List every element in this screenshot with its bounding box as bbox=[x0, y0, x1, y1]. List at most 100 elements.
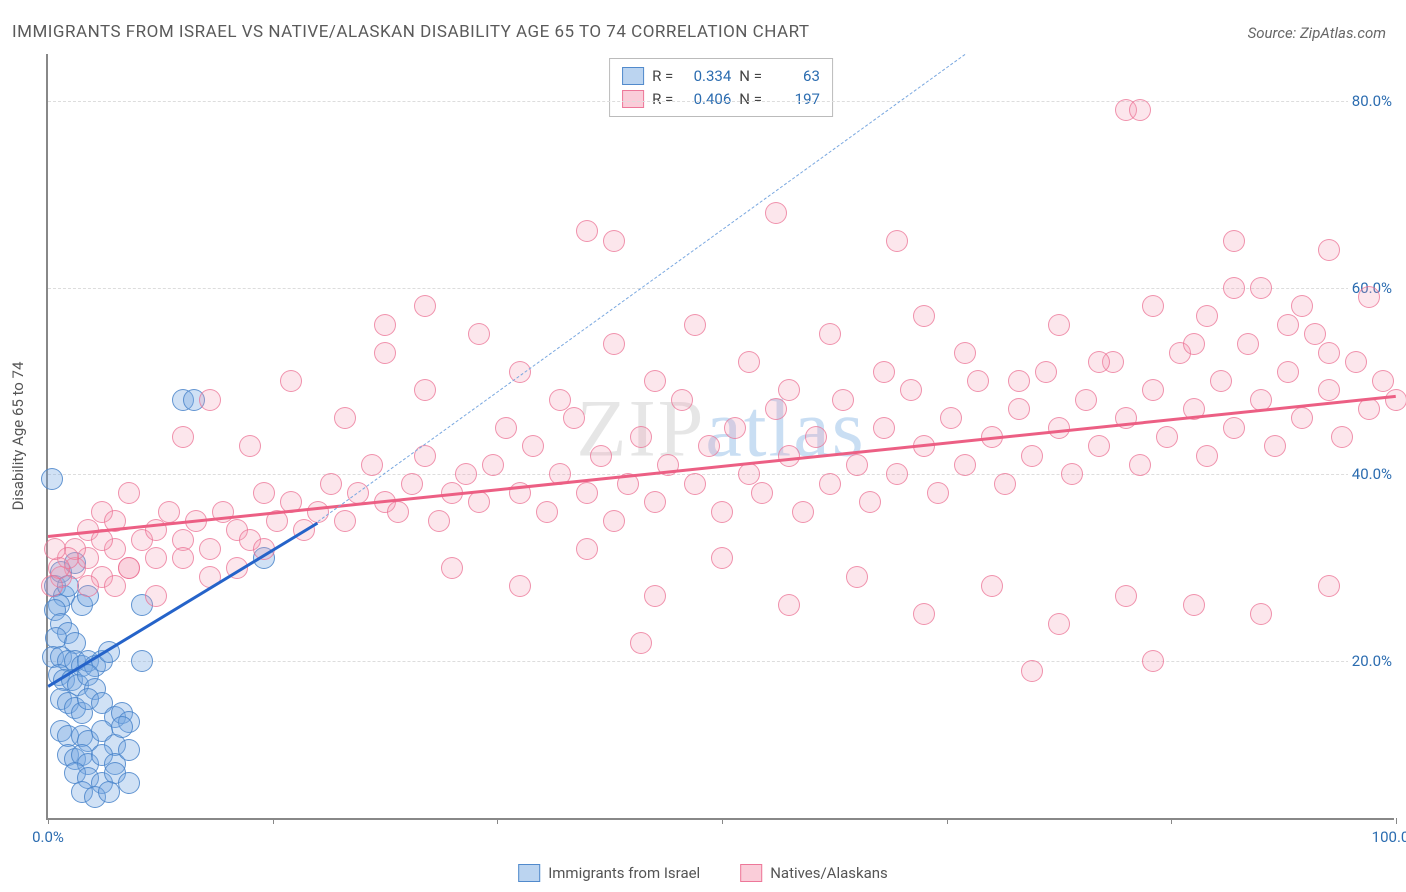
data-point bbox=[77, 575, 99, 597]
data-point bbox=[765, 202, 787, 224]
data-point bbox=[1264, 435, 1286, 457]
data-point bbox=[374, 342, 396, 364]
data-point bbox=[111, 716, 133, 738]
data-point bbox=[1291, 407, 1313, 429]
x-tick-mark bbox=[722, 818, 723, 824]
data-point bbox=[765, 398, 787, 420]
data-point bbox=[846, 454, 868, 476]
data-point bbox=[1129, 99, 1151, 121]
data-point bbox=[832, 389, 854, 411]
legend-item-2: Natives/Alaskans bbox=[740, 864, 888, 882]
data-point bbox=[145, 585, 167, 607]
data-point bbox=[859, 491, 881, 513]
data-point bbox=[1304, 323, 1326, 345]
data-point bbox=[1129, 454, 1151, 476]
data-point bbox=[1115, 585, 1137, 607]
r-value-2: 0.406 bbox=[681, 88, 731, 111]
data-point bbox=[1142, 295, 1164, 317]
data-point bbox=[886, 230, 908, 252]
data-point bbox=[468, 323, 490, 345]
source-name: ZipAtlas.com bbox=[1300, 24, 1386, 42]
data-point bbox=[361, 454, 383, 476]
data-point bbox=[1331, 426, 1353, 448]
data-point bbox=[630, 632, 652, 654]
data-point bbox=[1318, 239, 1340, 261]
y-tick-label: 40.0% bbox=[1348, 465, 1396, 483]
data-point bbox=[1318, 379, 1340, 401]
data-point bbox=[1075, 389, 1097, 411]
r-label: R = bbox=[652, 65, 673, 88]
data-point bbox=[603, 510, 625, 532]
data-point bbox=[1196, 445, 1218, 467]
r-value-1: 0.334 bbox=[681, 65, 731, 88]
data-point bbox=[576, 220, 598, 242]
data-point bbox=[940, 407, 962, 429]
n-value-1: 63 bbox=[770, 65, 820, 88]
data-point bbox=[414, 379, 436, 401]
data-point bbox=[738, 463, 760, 485]
data-point bbox=[1277, 314, 1299, 336]
gridline bbox=[48, 474, 1394, 475]
data-point bbox=[1372, 370, 1394, 392]
data-point bbox=[1008, 370, 1030, 392]
x-tick-mark bbox=[273, 818, 274, 824]
chart-title: IMMIGRANTS FROM ISRAEL VS NATIVE/ALASKAN… bbox=[12, 22, 810, 42]
data-point bbox=[873, 417, 895, 439]
data-point bbox=[44, 538, 66, 560]
x-tick-mark bbox=[497, 818, 498, 824]
data-point bbox=[239, 435, 261, 457]
data-point bbox=[387, 501, 409, 523]
data-point bbox=[1183, 333, 1205, 355]
data-point bbox=[819, 473, 841, 495]
data-point bbox=[900, 379, 922, 401]
data-point bbox=[724, 417, 746, 439]
data-point bbox=[1358, 398, 1380, 420]
data-point bbox=[1061, 463, 1083, 485]
legend-item-1: Immigrants from Israel bbox=[518, 864, 700, 882]
gridline bbox=[48, 101, 1394, 102]
data-point bbox=[374, 314, 396, 336]
data-point bbox=[698, 435, 720, 457]
data-point bbox=[118, 557, 140, 579]
swatch-icon bbox=[740, 864, 762, 882]
n-value-2: 197 bbox=[770, 88, 820, 111]
data-point bbox=[590, 445, 612, 467]
data-point bbox=[536, 501, 558, 523]
data-point bbox=[1250, 603, 1272, 625]
data-point bbox=[805, 426, 827, 448]
data-point bbox=[1223, 230, 1245, 252]
data-point bbox=[1088, 435, 1110, 457]
x-tick-label: 0.0% bbox=[32, 828, 64, 846]
data-point bbox=[131, 650, 153, 672]
data-point bbox=[644, 370, 666, 392]
y-axis-label: Disability Age 65 to 74 bbox=[9, 362, 27, 511]
data-point bbox=[738, 351, 760, 373]
data-point bbox=[1385, 389, 1406, 411]
data-point bbox=[954, 454, 976, 476]
data-point bbox=[981, 575, 1003, 597]
data-point bbox=[1048, 314, 1070, 336]
source-credit: Source: ZipAtlas.com bbox=[1248, 24, 1386, 42]
data-point bbox=[792, 501, 814, 523]
data-point bbox=[1156, 426, 1178, 448]
data-point bbox=[1142, 650, 1164, 672]
data-point bbox=[118, 482, 140, 504]
data-point bbox=[873, 361, 895, 383]
data-point bbox=[1237, 333, 1259, 355]
stats-legend: R = 0.334 N = 63 R = 0.406 N = 197 bbox=[609, 58, 833, 117]
source-label: Source: bbox=[1248, 24, 1297, 42]
data-point bbox=[455, 463, 477, 485]
data-point bbox=[495, 417, 517, 439]
data-point bbox=[1345, 351, 1367, 373]
data-point bbox=[1008, 398, 1030, 420]
data-point bbox=[819, 323, 841, 345]
data-point bbox=[967, 370, 989, 392]
data-point bbox=[711, 547, 733, 569]
data-point bbox=[576, 482, 598, 504]
data-point bbox=[1223, 277, 1245, 299]
stats-row-2: R = 0.406 N = 197 bbox=[622, 88, 820, 111]
data-point bbox=[482, 454, 504, 476]
data-point bbox=[522, 435, 544, 457]
data-point bbox=[401, 473, 423, 495]
swatch-icon bbox=[622, 67, 644, 85]
